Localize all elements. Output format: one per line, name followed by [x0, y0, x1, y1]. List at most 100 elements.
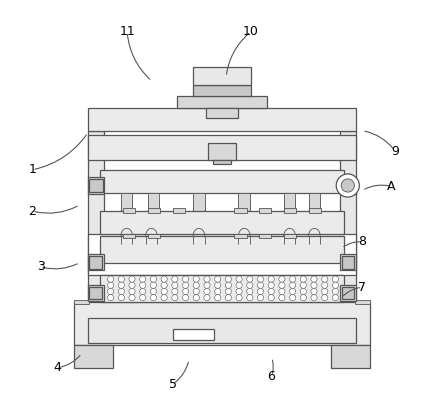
Bar	[309, 208, 321, 213]
Circle shape	[161, 282, 167, 288]
Bar	[88, 285, 103, 301]
Bar	[207, 143, 237, 160]
Circle shape	[140, 276, 146, 282]
Circle shape	[332, 276, 338, 282]
Circle shape	[279, 288, 285, 295]
Text: 9: 9	[391, 145, 399, 158]
Circle shape	[107, 288, 114, 295]
Circle shape	[258, 276, 264, 282]
Text: 1: 1	[28, 163, 36, 176]
Text: 8: 8	[358, 235, 366, 248]
Circle shape	[129, 288, 135, 295]
Bar	[341, 287, 354, 299]
Circle shape	[214, 276, 221, 282]
Circle shape	[268, 276, 274, 282]
Circle shape	[311, 282, 317, 288]
Circle shape	[107, 276, 114, 282]
Bar	[234, 234, 247, 238]
Bar	[284, 234, 296, 238]
Circle shape	[321, 282, 328, 288]
Circle shape	[193, 282, 199, 288]
Circle shape	[214, 282, 221, 288]
Bar	[238, 193, 250, 211]
Circle shape	[258, 282, 264, 288]
Circle shape	[321, 276, 328, 282]
Text: A: A	[387, 180, 395, 193]
Circle shape	[151, 282, 157, 288]
Circle shape	[332, 295, 338, 301]
Bar	[148, 208, 160, 213]
Bar	[234, 208, 247, 213]
Circle shape	[151, 295, 157, 301]
Circle shape	[214, 288, 221, 295]
Circle shape	[311, 288, 317, 295]
Bar	[331, 345, 370, 368]
Circle shape	[118, 295, 124, 301]
Circle shape	[107, 282, 114, 288]
Circle shape	[182, 288, 189, 295]
Circle shape	[300, 282, 306, 288]
Circle shape	[258, 295, 264, 301]
Circle shape	[236, 282, 242, 288]
Circle shape	[129, 295, 135, 301]
Bar	[206, 108, 238, 118]
Circle shape	[300, 295, 306, 301]
Circle shape	[341, 179, 354, 192]
Circle shape	[193, 288, 199, 295]
Circle shape	[204, 282, 210, 288]
Bar	[259, 208, 271, 213]
Bar	[193, 193, 205, 211]
Circle shape	[151, 276, 157, 282]
Circle shape	[236, 288, 242, 295]
Circle shape	[182, 295, 189, 301]
Bar	[284, 193, 295, 211]
Circle shape	[182, 276, 189, 282]
Circle shape	[311, 276, 317, 282]
Circle shape	[268, 288, 274, 295]
Circle shape	[225, 295, 231, 301]
Circle shape	[268, 282, 274, 288]
Circle shape	[247, 282, 253, 288]
Circle shape	[289, 276, 296, 282]
Bar	[88, 108, 356, 131]
Circle shape	[225, 288, 231, 295]
Circle shape	[107, 295, 114, 301]
Circle shape	[225, 282, 231, 288]
Circle shape	[214, 295, 221, 301]
Circle shape	[236, 276, 242, 282]
Bar	[123, 234, 135, 238]
Circle shape	[247, 295, 253, 301]
Text: 4: 4	[53, 361, 61, 374]
Circle shape	[172, 282, 178, 288]
Text: 2: 2	[28, 204, 36, 217]
Circle shape	[193, 295, 199, 301]
Bar	[309, 193, 320, 211]
Circle shape	[204, 295, 210, 301]
Bar	[89, 179, 103, 192]
Bar	[173, 329, 214, 340]
Bar	[340, 177, 356, 194]
Circle shape	[204, 288, 210, 295]
Text: 7: 7	[358, 281, 366, 294]
Circle shape	[118, 282, 124, 288]
Circle shape	[140, 282, 146, 288]
Circle shape	[140, 288, 146, 295]
Bar	[148, 234, 160, 238]
Circle shape	[289, 282, 296, 288]
Circle shape	[193, 276, 199, 282]
Circle shape	[321, 295, 328, 301]
Circle shape	[161, 288, 167, 295]
Circle shape	[289, 295, 296, 301]
Bar	[121, 193, 132, 211]
Circle shape	[332, 288, 338, 295]
Bar	[74, 300, 89, 304]
Bar	[100, 211, 344, 234]
Bar	[89, 256, 102, 269]
Text: 11: 11	[119, 25, 135, 38]
Circle shape	[336, 174, 359, 197]
Bar	[341, 255, 356, 270]
Circle shape	[332, 282, 338, 288]
Bar	[177, 96, 267, 108]
Circle shape	[204, 276, 210, 282]
Circle shape	[172, 288, 178, 295]
